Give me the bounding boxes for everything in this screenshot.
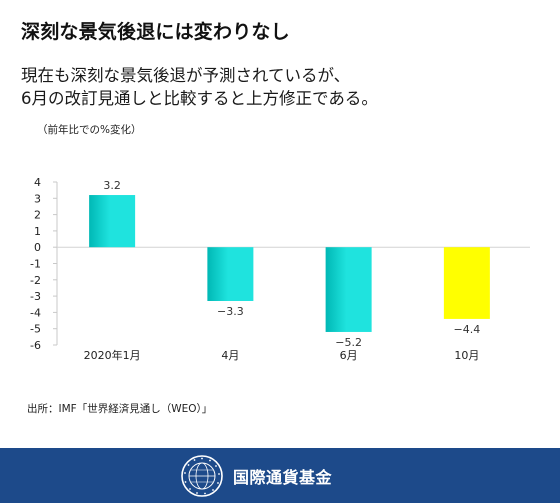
bar xyxy=(443,247,490,319)
x-category-label: 10月 xyxy=(454,349,479,362)
unit-label: （前年比での%変化） xyxy=(37,124,142,136)
y-tick-label: 1 xyxy=(34,225,41,238)
bar-value-label: −4.4 xyxy=(454,323,481,336)
x-category-label: 6月 xyxy=(340,349,358,362)
footer-org-name: 国際通貨基金 xyxy=(233,468,333,487)
y-tick-label: -1 xyxy=(30,258,41,271)
bar-value-label: −3.3 xyxy=(217,305,244,318)
y-tick-label: -6 xyxy=(30,339,41,352)
source-note: 出所：IMF「世界経済見通し（WEO）」 xyxy=(27,403,213,415)
subtitle: 現在も深刻な景気後退が予測されているが、 6月の改訂見通しと比較すると上方修正で… xyxy=(21,64,541,110)
y-tick-label: 2 xyxy=(34,209,41,222)
subtitle-line-1: 現在も深刻な景気後退が予測されているが、 xyxy=(21,66,351,85)
bar-chart: 4 3 2 1 0 -1 -2 -3 -4 -5 -6 3.2 2020年1月 −3.3 4月 −5.26月 −… xyxy=(30,176,530,362)
bar-value-label: 3.2 xyxy=(103,179,121,192)
page-title: 深刻な景気後退には変わりなし xyxy=(21,21,290,43)
y-tick-label: 0 xyxy=(34,241,41,254)
y-tick-label: -2 xyxy=(30,274,41,287)
subtitle-line-2: 6月の改訂見通しと比較すると上方修正である。 xyxy=(21,89,378,108)
bar xyxy=(325,247,372,332)
y-tick-label: 3 xyxy=(34,192,41,205)
y-tick-label: 4 xyxy=(34,176,41,189)
bar-value-label: −5.2 xyxy=(335,336,362,349)
footer-bar: 国際通貨基金 xyxy=(0,448,560,503)
imf-seal-icon xyxy=(181,455,223,497)
y-tick-label: -4 xyxy=(30,306,41,319)
x-category-label: 2020年1月 xyxy=(84,348,141,362)
bar xyxy=(207,247,254,301)
y-tick-label: -3 xyxy=(30,290,41,303)
x-category-label: 4月 xyxy=(221,349,239,362)
y-tick-label: -5 xyxy=(30,323,41,336)
bar xyxy=(89,195,136,248)
